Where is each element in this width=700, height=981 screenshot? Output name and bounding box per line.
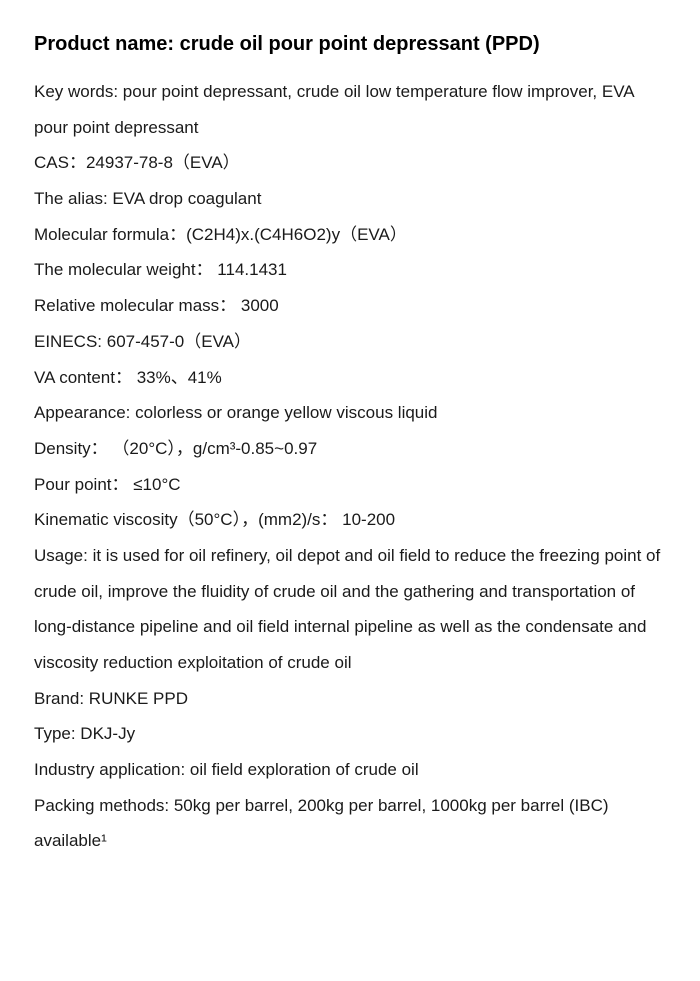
field-keywords: Key words: pour point depressant, crude …	[34, 74, 666, 145]
field-alias: The alias: EVA drop coagulant	[34, 181, 666, 217]
field-appearance: Appearance: colorless or orange yellow v…	[34, 395, 666, 431]
field-pour-point: Pour point： ≤10°C	[34, 467, 666, 503]
field-type: Type: DKJ-Jy	[34, 716, 666, 752]
field-einecs: EINECS: 607-457-0（EVA）	[34, 324, 666, 360]
product-title: Product name: crude oil pour point depre…	[34, 28, 666, 60]
field-cas: CAS：24937-78-8（EVA）	[34, 145, 666, 181]
field-va-content: VA content： 33%、41%	[34, 360, 666, 396]
field-density: Density： （20°C），g/cm³-0.85~0.97	[34, 431, 666, 467]
field-molecular-weight: The molecular weight： 114.1431	[34, 252, 666, 288]
field-usage: Usage: it is used for oil refinery, oil …	[34, 538, 666, 681]
field-brand: Brand: RUNKE PPD	[34, 681, 666, 717]
field-kinematic-viscosity: Kinematic viscosity（50°C），(mm2)/s： 10-20…	[34, 502, 666, 538]
field-molecular-formula: Molecular formula：(C2H4)x.(C4H6O2)y（EVA）	[34, 217, 666, 253]
field-packing-methods: Packing methods: 50kg per barrel, 200kg …	[34, 788, 666, 859]
field-industry-application: Industry application: oil field explorat…	[34, 752, 666, 788]
product-spec-document: Product name: crude oil pour point depre…	[0, 0, 700, 899]
field-relative-molecular-mass: Relative molecular mass： 3000	[34, 288, 666, 324]
